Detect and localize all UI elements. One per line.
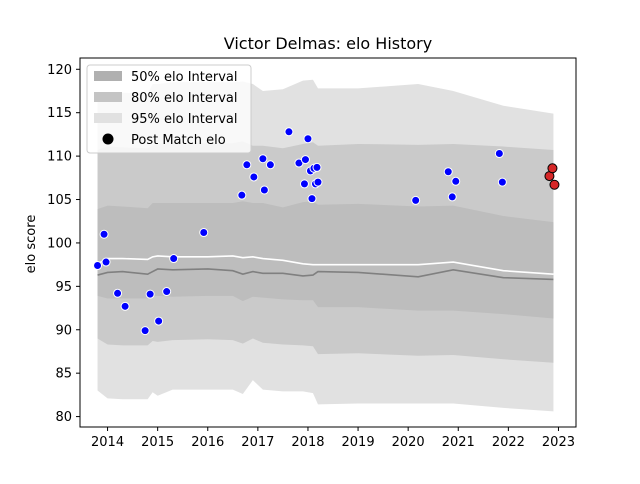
- x-tick-label: 2023: [542, 435, 575, 450]
- match-point: [265, 160, 275, 170]
- x-tick-label: 2020: [392, 435, 425, 450]
- x-tick-label: 2017: [241, 435, 274, 450]
- chart-title: Victor Delmas: elo History: [224, 34, 432, 53]
- y-tick-label: 110: [47, 150, 72, 165]
- match-point: [140, 326, 150, 336]
- match-point: [237, 190, 247, 200]
- y-tick-label: 120: [47, 63, 72, 78]
- match-point: [242, 160, 252, 170]
- match-point: [120, 301, 130, 311]
- recent-match-point: [547, 163, 558, 174]
- match-point: [249, 172, 259, 182]
- match-point: [154, 316, 164, 326]
- match-point: [258, 154, 268, 164]
- legend-box: [86, 64, 252, 154]
- legend-swatch: [94, 113, 122, 123]
- match-point: [451, 176, 461, 186]
- y-tick-label: 85: [55, 367, 72, 382]
- match-point: [497, 177, 507, 187]
- match-point: [299, 179, 309, 189]
- match-point: [313, 177, 323, 187]
- y-tick-label: 95: [55, 280, 72, 295]
- band-50-interval: [97, 201, 554, 319]
- x-tick-label: 2022: [492, 435, 525, 450]
- x-tick-label: 2014: [91, 435, 124, 450]
- y-axis-label: elo score: [24, 215, 39, 274]
- x-tick-label: 2021: [442, 435, 475, 450]
- match-point: [494, 149, 504, 159]
- y-tick-label: 90: [55, 323, 72, 338]
- y-tick-label: 105: [47, 193, 72, 208]
- y-tick-label: 115: [47, 106, 72, 121]
- legend-swatch: [94, 92, 122, 102]
- x-tick-label: 2019: [342, 435, 375, 450]
- x-tick-label: 2016: [191, 435, 224, 450]
- x-tick-label: 2018: [291, 435, 324, 450]
- legend-label: 95% elo Interval: [131, 112, 238, 127]
- x-tick-label: 2015: [141, 435, 174, 450]
- match-point: [259, 185, 269, 195]
- match-point: [300, 155, 310, 165]
- legend-label: 80% elo Interval: [131, 91, 238, 106]
- y-tick-label: 100: [47, 236, 72, 251]
- mean-line: [97, 255, 554, 275]
- legend-marker: [102, 133, 114, 145]
- median-line: [97, 268, 554, 281]
- match-point: [303, 134, 313, 144]
- match-point: [307, 194, 317, 204]
- match-point: [199, 228, 209, 238]
- legend: 50% elo Interval 80% elo Interval 95% elo …: [86, 64, 252, 154]
- match-point: [169, 254, 179, 264]
- match-point: [113, 288, 123, 298]
- y-tick-label: 80: [55, 410, 72, 425]
- match-point: [101, 257, 111, 267]
- match-point: [162, 287, 172, 297]
- recent-match-point: [549, 179, 560, 190]
- legend-swatch: [94, 71, 122, 81]
- legend-label: 50% elo Interval: [131, 70, 238, 85]
- match-point: [443, 167, 453, 177]
- match-point: [145, 289, 155, 299]
- match-point: [93, 261, 103, 271]
- match-point: [284, 127, 294, 137]
- match-point: [99, 229, 109, 239]
- legend-label: Post Match elo: [131, 133, 226, 148]
- match-point: [312, 162, 322, 172]
- match-point: [447, 192, 457, 202]
- match-point: [411, 195, 421, 205]
